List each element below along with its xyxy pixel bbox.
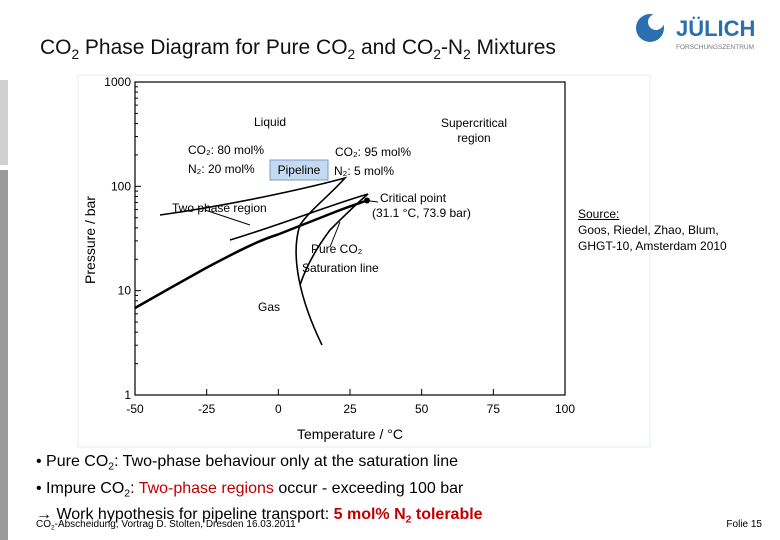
region-label: Gas [258,300,280,314]
x-tick-label: 75 [487,402,501,416]
x-tick-label: 25 [343,402,357,416]
title-sub: 2 [347,46,356,62]
title-part: -N [440,36,464,59]
mixture-label: N₂: 5 mol% [334,164,394,178]
region-label: Supercritical [441,116,507,130]
x-axis-label: Temperature / °C [297,426,403,442]
title-sub: 2 [71,46,80,62]
text: occur - exceeding 100 bar [273,479,464,497]
side-bar-light [0,80,8,165]
text-sub: 2 [108,461,115,473]
pointer [329,221,341,248]
envelope-80 [159,176,348,346]
text-highlight-sub: 2 [405,514,412,526]
critical-point [364,197,370,204]
x-tick-label: 50 [415,402,429,416]
text-highlight: 5 mol% N [333,506,406,524]
x-tick-label: -25 [198,402,216,416]
source-line: Goos, Riedel, Zhao, Blum, [578,223,719,237]
text-sub: 2 [51,524,55,532]
curve-label: Saturation line [302,261,379,275]
envelope-95 [229,193,369,286]
pointer [204,209,251,226]
text: CO [36,519,51,530]
region-label: Liquid [254,115,286,129]
title-part: CO [40,36,72,59]
text: : Two-phase behaviour only at the satura… [114,453,458,470]
side-bar-dark [0,170,8,540]
y-tick-label: 1 [124,388,131,402]
pointer [369,200,379,203]
source-head: Source: [578,207,620,221]
bullet: • Pure CO2: Two-phase behaviour only at … [36,451,483,478]
y-axis-label: Pressure / bar [82,196,98,284]
pipeline-label: Pipeline [278,163,321,177]
slide-title: CO2 Phase Diagram for Pure CO2 and CO2-N… [40,36,556,62]
figure-frame [77,74,651,448]
footer: CO2-Abscheidung, Vortrag D. Stolten, Dre… [36,519,296,531]
text: • Pure CO [36,453,109,470]
x-tick-label: 0 [275,402,282,416]
region-label: Two phase region [172,201,267,215]
mixture-label: N₂: 20 mol% [188,162,255,176]
pipeline-box [269,159,329,181]
text: • Impure CO [36,479,125,497]
x-tick-label: 100 [555,402,575,416]
text: -Abscheidung, Vortrag D. Stolten, Dresde… [54,519,296,530]
text-highlight: Two-phase regions [138,479,274,497]
text: : [130,479,139,497]
mixture-label: CO₂: 95 mol% [335,145,411,159]
title-part: and CO [355,36,434,59]
logo-mark-cut [648,14,664,30]
bullet-list: • Pure CO2: Two-phase behaviour only at … [36,451,483,531]
saturation-line [134,199,368,310]
title-sub: 2 [433,46,441,62]
title-part: Phase Diagram for Pure CO [79,36,348,59]
y-tick-label: 100 [111,179,131,193]
bullet: → Work hypothesis for pipeline transport… [36,504,483,531]
x-tick-label: -50 [126,402,144,416]
critical-label: (31.1 °C, 73.9 bar) [372,206,471,220]
logo: JÜLICH FORSCHUNGSZENTRUM [636,14,755,51]
logo-name: JÜLICH [676,16,755,41]
source: Source: Goos, Riedel, Zhao, Blum, GHGT-10,… [578,206,727,254]
curve-label: Pure CO₂ [311,242,363,256]
title-sub: 2 [463,46,471,62]
bullet: • Impure CO2: Two-phase regions occur - … [36,478,483,505]
page-number: Folie 15 [726,519,762,530]
text: → Work hypothesis for pipeline transport… [36,506,334,524]
critical-label: Critical point [380,191,447,205]
mixture-label: CO₂: 80 mol% [188,143,264,157]
y-tick-label: 1000 [104,75,131,89]
text-highlight: tolerable [411,506,483,524]
text-sub: 2 [124,488,131,500]
title-part: Mixtures [470,36,556,59]
y-tick-label: 10 [118,284,132,298]
region-label: region [457,131,490,145]
source-line: GHGT-10, Amsterdam 2010 [578,239,727,253]
logo-subtitle: FORSCHUNGSZENTRUM [676,44,754,51]
